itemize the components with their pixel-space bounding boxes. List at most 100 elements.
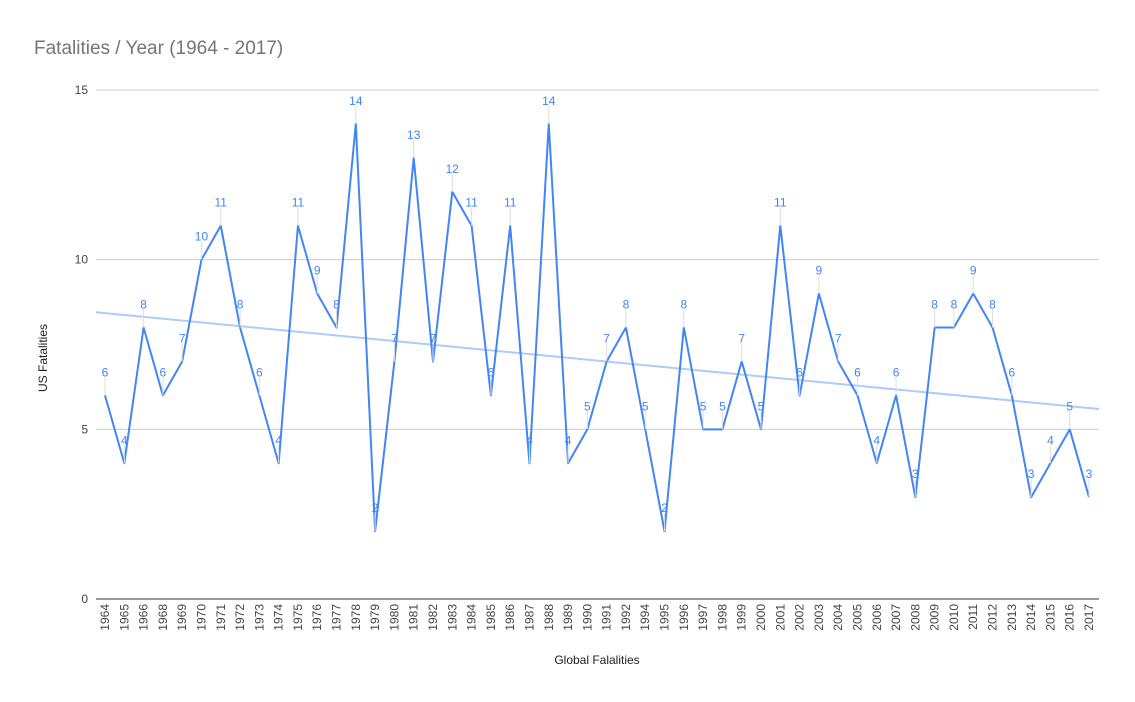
x-tick-label: 2002 xyxy=(793,604,807,631)
data-label: 7 xyxy=(738,331,745,345)
x-tick-label: 1974 xyxy=(272,604,286,631)
y-axis-ticks: 0 5 10 15 xyxy=(75,83,89,606)
x-tick-label: 1995 xyxy=(658,604,672,631)
x-tick-label: 1984 xyxy=(465,604,479,631)
x-tick-label: 2000 xyxy=(754,604,768,631)
x-tick-label: 1992 xyxy=(619,604,633,631)
chart-title: Fatalities / Year (1964 - 2017) xyxy=(34,38,283,59)
data-label: 6 xyxy=(102,365,109,379)
data-label: 11 xyxy=(504,196,517,210)
x-tick-label: 1970 xyxy=(194,604,208,631)
data-label: 9 xyxy=(314,264,321,278)
data-label: 2 xyxy=(372,501,379,515)
data-label: 8 xyxy=(931,298,938,312)
x-tick-label: 1971 xyxy=(214,604,228,631)
x-tick-label: 2014 xyxy=(1024,604,1038,631)
y-tick-label: 0 xyxy=(81,592,88,606)
x-tick-label: 2009 xyxy=(928,604,942,631)
x-tick-label: 1990 xyxy=(580,604,594,631)
data-label: 4 xyxy=(275,433,282,447)
x-tick-label: 1966 xyxy=(137,604,151,631)
x-tick-label: 2017 xyxy=(1082,604,1096,631)
data-label: 7 xyxy=(430,331,437,345)
y-tick-label: 15 xyxy=(75,83,89,97)
x-tick-label: 2013 xyxy=(1005,604,1019,631)
data-label: 9 xyxy=(970,264,977,278)
x-tick-label: 1965 xyxy=(117,604,131,631)
x-tick-label: 1985 xyxy=(484,604,498,631)
x-tick-label: 1999 xyxy=(735,604,749,631)
gridlines xyxy=(96,89,1099,600)
x-axis-label: Global Falalities xyxy=(554,653,639,667)
x-tick-label: 1982 xyxy=(426,604,440,631)
x-tick-label: 2012 xyxy=(986,604,1000,631)
data-label: 4 xyxy=(1047,433,1054,447)
x-tick-label: 1983 xyxy=(445,604,459,631)
data-label: 12 xyxy=(446,162,460,176)
data-label: 8 xyxy=(951,298,958,312)
x-tick-label: 2008 xyxy=(908,604,922,631)
data-label: 3 xyxy=(1086,467,1093,481)
data-label: 6 xyxy=(1008,365,1015,379)
data-label: 7 xyxy=(603,331,610,345)
x-tick-label: 1986 xyxy=(503,604,517,631)
data-label: 6 xyxy=(160,365,167,379)
data-label: 7 xyxy=(391,331,398,345)
x-tick-label: 1987 xyxy=(522,604,536,631)
x-tick-label: 1980 xyxy=(387,604,401,631)
data-label: 4 xyxy=(526,433,533,447)
y-axis-label: US Fatalities xyxy=(36,324,50,392)
x-tick-label: 1996 xyxy=(677,604,691,631)
x-tick-label: 1978 xyxy=(349,604,363,631)
x-tick-label: 1981 xyxy=(407,604,421,631)
data-label: 14 xyxy=(542,94,556,108)
x-tick-label: 2010 xyxy=(947,604,961,631)
x-tick-label: 2015 xyxy=(1043,604,1057,631)
data-label: 6 xyxy=(488,365,495,379)
x-tick-label: 1991 xyxy=(600,604,614,631)
data-label: 8 xyxy=(680,298,687,312)
data-label: 11 xyxy=(465,196,478,210)
data-label: 7 xyxy=(835,331,842,345)
data-label: 5 xyxy=(700,399,707,413)
data-label: 11 xyxy=(292,196,305,210)
x-tick-label: 2006 xyxy=(870,604,884,631)
data-label: 11 xyxy=(215,196,228,210)
x-tick-label: 1997 xyxy=(696,604,710,631)
x-tick-label: 2007 xyxy=(889,604,903,631)
y-tick-label: 10 xyxy=(75,253,89,267)
data-label: 5 xyxy=(758,399,765,413)
data-label: 9 xyxy=(816,264,823,278)
data-label: 8 xyxy=(623,298,630,312)
x-tick-label: 2005 xyxy=(850,604,864,631)
data-label: 5 xyxy=(642,399,649,413)
x-axis-ticks: 1964 1965 1966 1968 1969 1970 1971 1972 1973 1974… xyxy=(98,604,1096,631)
data-label: 4 xyxy=(121,433,128,447)
data-label: 8 xyxy=(237,298,244,312)
data-label: 7 xyxy=(179,331,186,345)
data-label: 10 xyxy=(195,230,209,244)
data-labels: 6 4 8 6 7 10 11 8 6 4 11 9 8 14 2 7 13 7 12 11 6 11 4 14 4 5 7 8 5 2 8… xyxy=(102,94,1093,532)
x-tick-label: 1977 xyxy=(330,604,344,631)
data-label: 14 xyxy=(349,94,363,108)
y-tick-label: 5 xyxy=(81,422,88,436)
data-label: 4 xyxy=(873,433,880,447)
series-line xyxy=(104,122,1090,533)
x-tick-label: 1975 xyxy=(291,604,305,631)
data-label: 5 xyxy=(584,399,591,413)
data-label: 6 xyxy=(893,365,900,379)
x-tick-label: 1973 xyxy=(252,604,266,631)
x-tick-label: 2011 xyxy=(966,604,980,630)
data-label: 6 xyxy=(796,365,803,379)
data-label: 2 xyxy=(661,501,668,515)
x-tick-label: 2016 xyxy=(1063,604,1077,631)
x-tick-label: 1964 xyxy=(98,604,112,631)
data-label: 13 xyxy=(407,128,421,142)
x-tick-label: 1989 xyxy=(561,604,575,631)
x-tick-label: 1969 xyxy=(175,604,189,631)
x-tick-label: 1968 xyxy=(156,604,170,631)
x-tick-label: 2004 xyxy=(831,604,845,631)
x-tick-label: 1994 xyxy=(638,604,652,631)
data-label: 3 xyxy=(912,467,919,481)
